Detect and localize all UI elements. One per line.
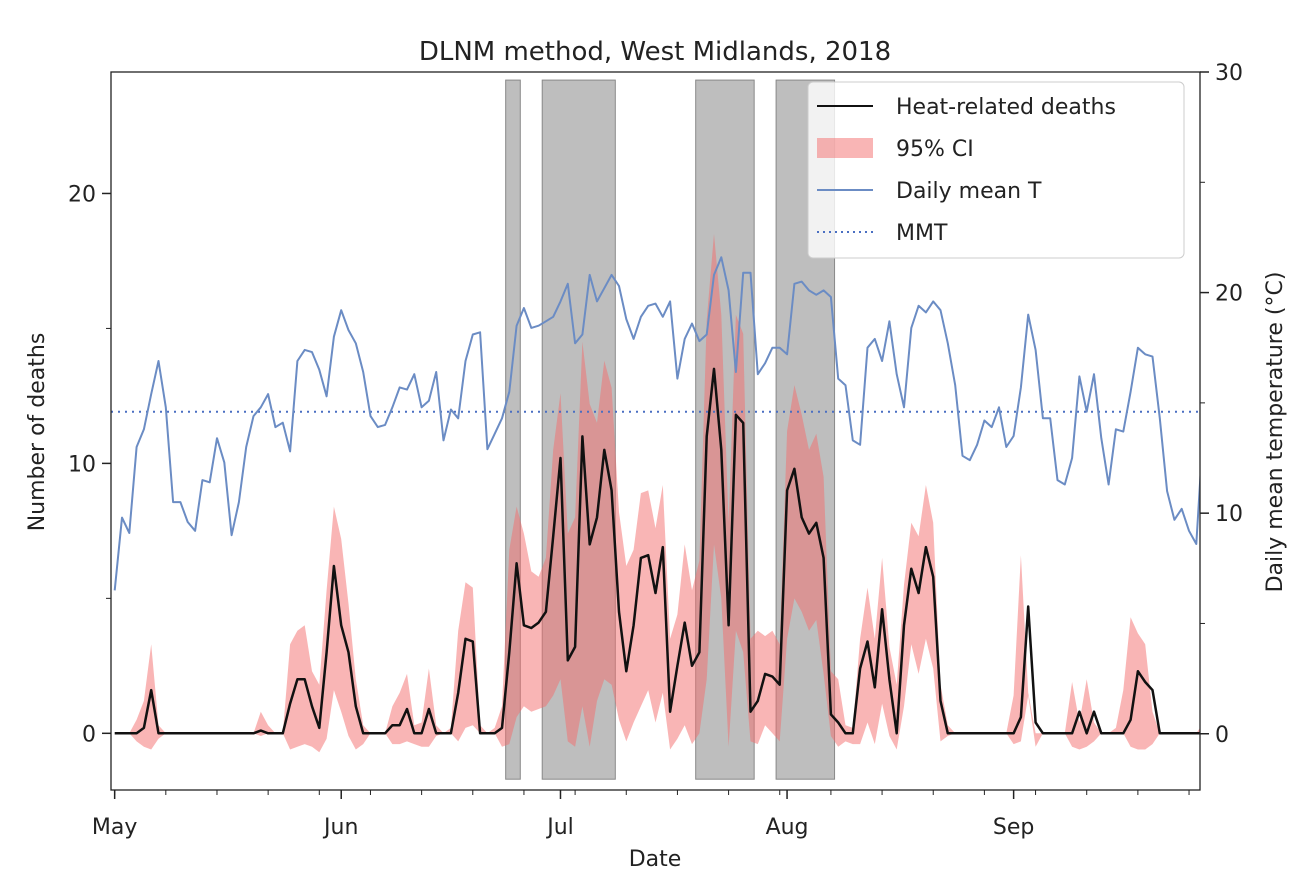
- ci-band: [114, 234, 1200, 753]
- x-tick-label: May: [92, 815, 137, 840]
- x-tick-label: Aug: [766, 815, 809, 840]
- temperature-group: [113, 256, 1200, 591]
- legend-box: [807, 81, 1185, 259]
- x-tick-label: Sep: [993, 815, 1034, 840]
- y2-tick-label: 10: [1215, 502, 1243, 527]
- legend-heat-label: Heat-related deaths: [896, 95, 1116, 120]
- y2-tick-label: 30: [1215, 61, 1243, 86]
- x-tick-label: Jun: [322, 815, 358, 840]
- y-tick-label: 20: [68, 182, 96, 207]
- y2-axis-label: Daily mean temperature (°C): [1263, 272, 1288, 593]
- y-tick-label: 0: [82, 722, 96, 747]
- y2-tick-label: 0: [1215, 723, 1229, 748]
- legend-mmt-label: MMT: [896, 221, 948, 246]
- x-tick-label: Jul: [545, 815, 574, 840]
- y-tick-label: 10: [68, 452, 96, 477]
- legend-ci-label: 95% CI: [896, 137, 974, 162]
- plot-frame: [110, 71, 1201, 791]
- temperature-line: [113, 256, 1200, 591]
- chart-title: DLNM method, West Midlands, 2018: [419, 37, 891, 67]
- deaths-group: [114, 367, 1200, 735]
- ci-band-group: [114, 234, 1200, 753]
- legend-ci-swatch: [817, 138, 873, 158]
- y-axis-label: Number of deaths: [25, 333, 50, 532]
- legend: Heat-related deaths 95% CI Daily mean T …: [807, 81, 1185, 259]
- axis-ticks: May Jun Jul Aug Sep 0 10 20 0 10 20 30: [68, 61, 1243, 840]
- deaths-line: [114, 367, 1200, 735]
- legend-temp-label: Daily mean T: [896, 179, 1042, 204]
- y2-tick-label: 20: [1215, 282, 1243, 307]
- x-axis-label: Date: [629, 847, 682, 872]
